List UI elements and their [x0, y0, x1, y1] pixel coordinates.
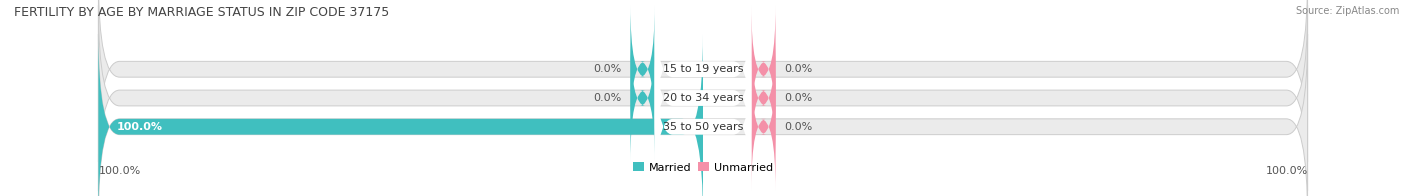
FancyBboxPatch shape: [751, 34, 776, 162]
Text: 20 to 34 years: 20 to 34 years: [662, 93, 744, 103]
Text: Source: ZipAtlas.com: Source: ZipAtlas.com: [1295, 6, 1399, 16]
Text: 0.0%: 0.0%: [785, 64, 813, 74]
FancyBboxPatch shape: [98, 0, 1308, 162]
Text: FERTILITY BY AGE BY MARRIAGE STATUS IN ZIP CODE 37175: FERTILITY BY AGE BY MARRIAGE STATUS IN Z…: [14, 6, 389, 19]
Text: 0.0%: 0.0%: [785, 93, 813, 103]
Text: 0.0%: 0.0%: [785, 122, 813, 132]
Text: 0.0%: 0.0%: [593, 93, 621, 103]
Text: 15 to 19 years: 15 to 19 years: [662, 64, 744, 74]
Text: 0.0%: 0.0%: [593, 64, 621, 74]
FancyBboxPatch shape: [655, 0, 751, 148]
FancyBboxPatch shape: [751, 5, 776, 133]
FancyBboxPatch shape: [751, 63, 776, 191]
FancyBboxPatch shape: [98, 34, 703, 196]
FancyBboxPatch shape: [655, 20, 751, 176]
Text: 100.0%: 100.0%: [98, 166, 141, 176]
FancyBboxPatch shape: [98, 5, 1308, 191]
FancyBboxPatch shape: [630, 34, 655, 162]
Text: 100.0%: 100.0%: [117, 122, 163, 132]
Text: 100.0%: 100.0%: [1265, 166, 1308, 176]
FancyBboxPatch shape: [98, 34, 1308, 196]
FancyBboxPatch shape: [630, 5, 655, 133]
FancyBboxPatch shape: [655, 48, 751, 196]
Text: 35 to 50 years: 35 to 50 years: [662, 122, 744, 132]
Legend: Married, Unmarried: Married, Unmarried: [633, 162, 773, 173]
